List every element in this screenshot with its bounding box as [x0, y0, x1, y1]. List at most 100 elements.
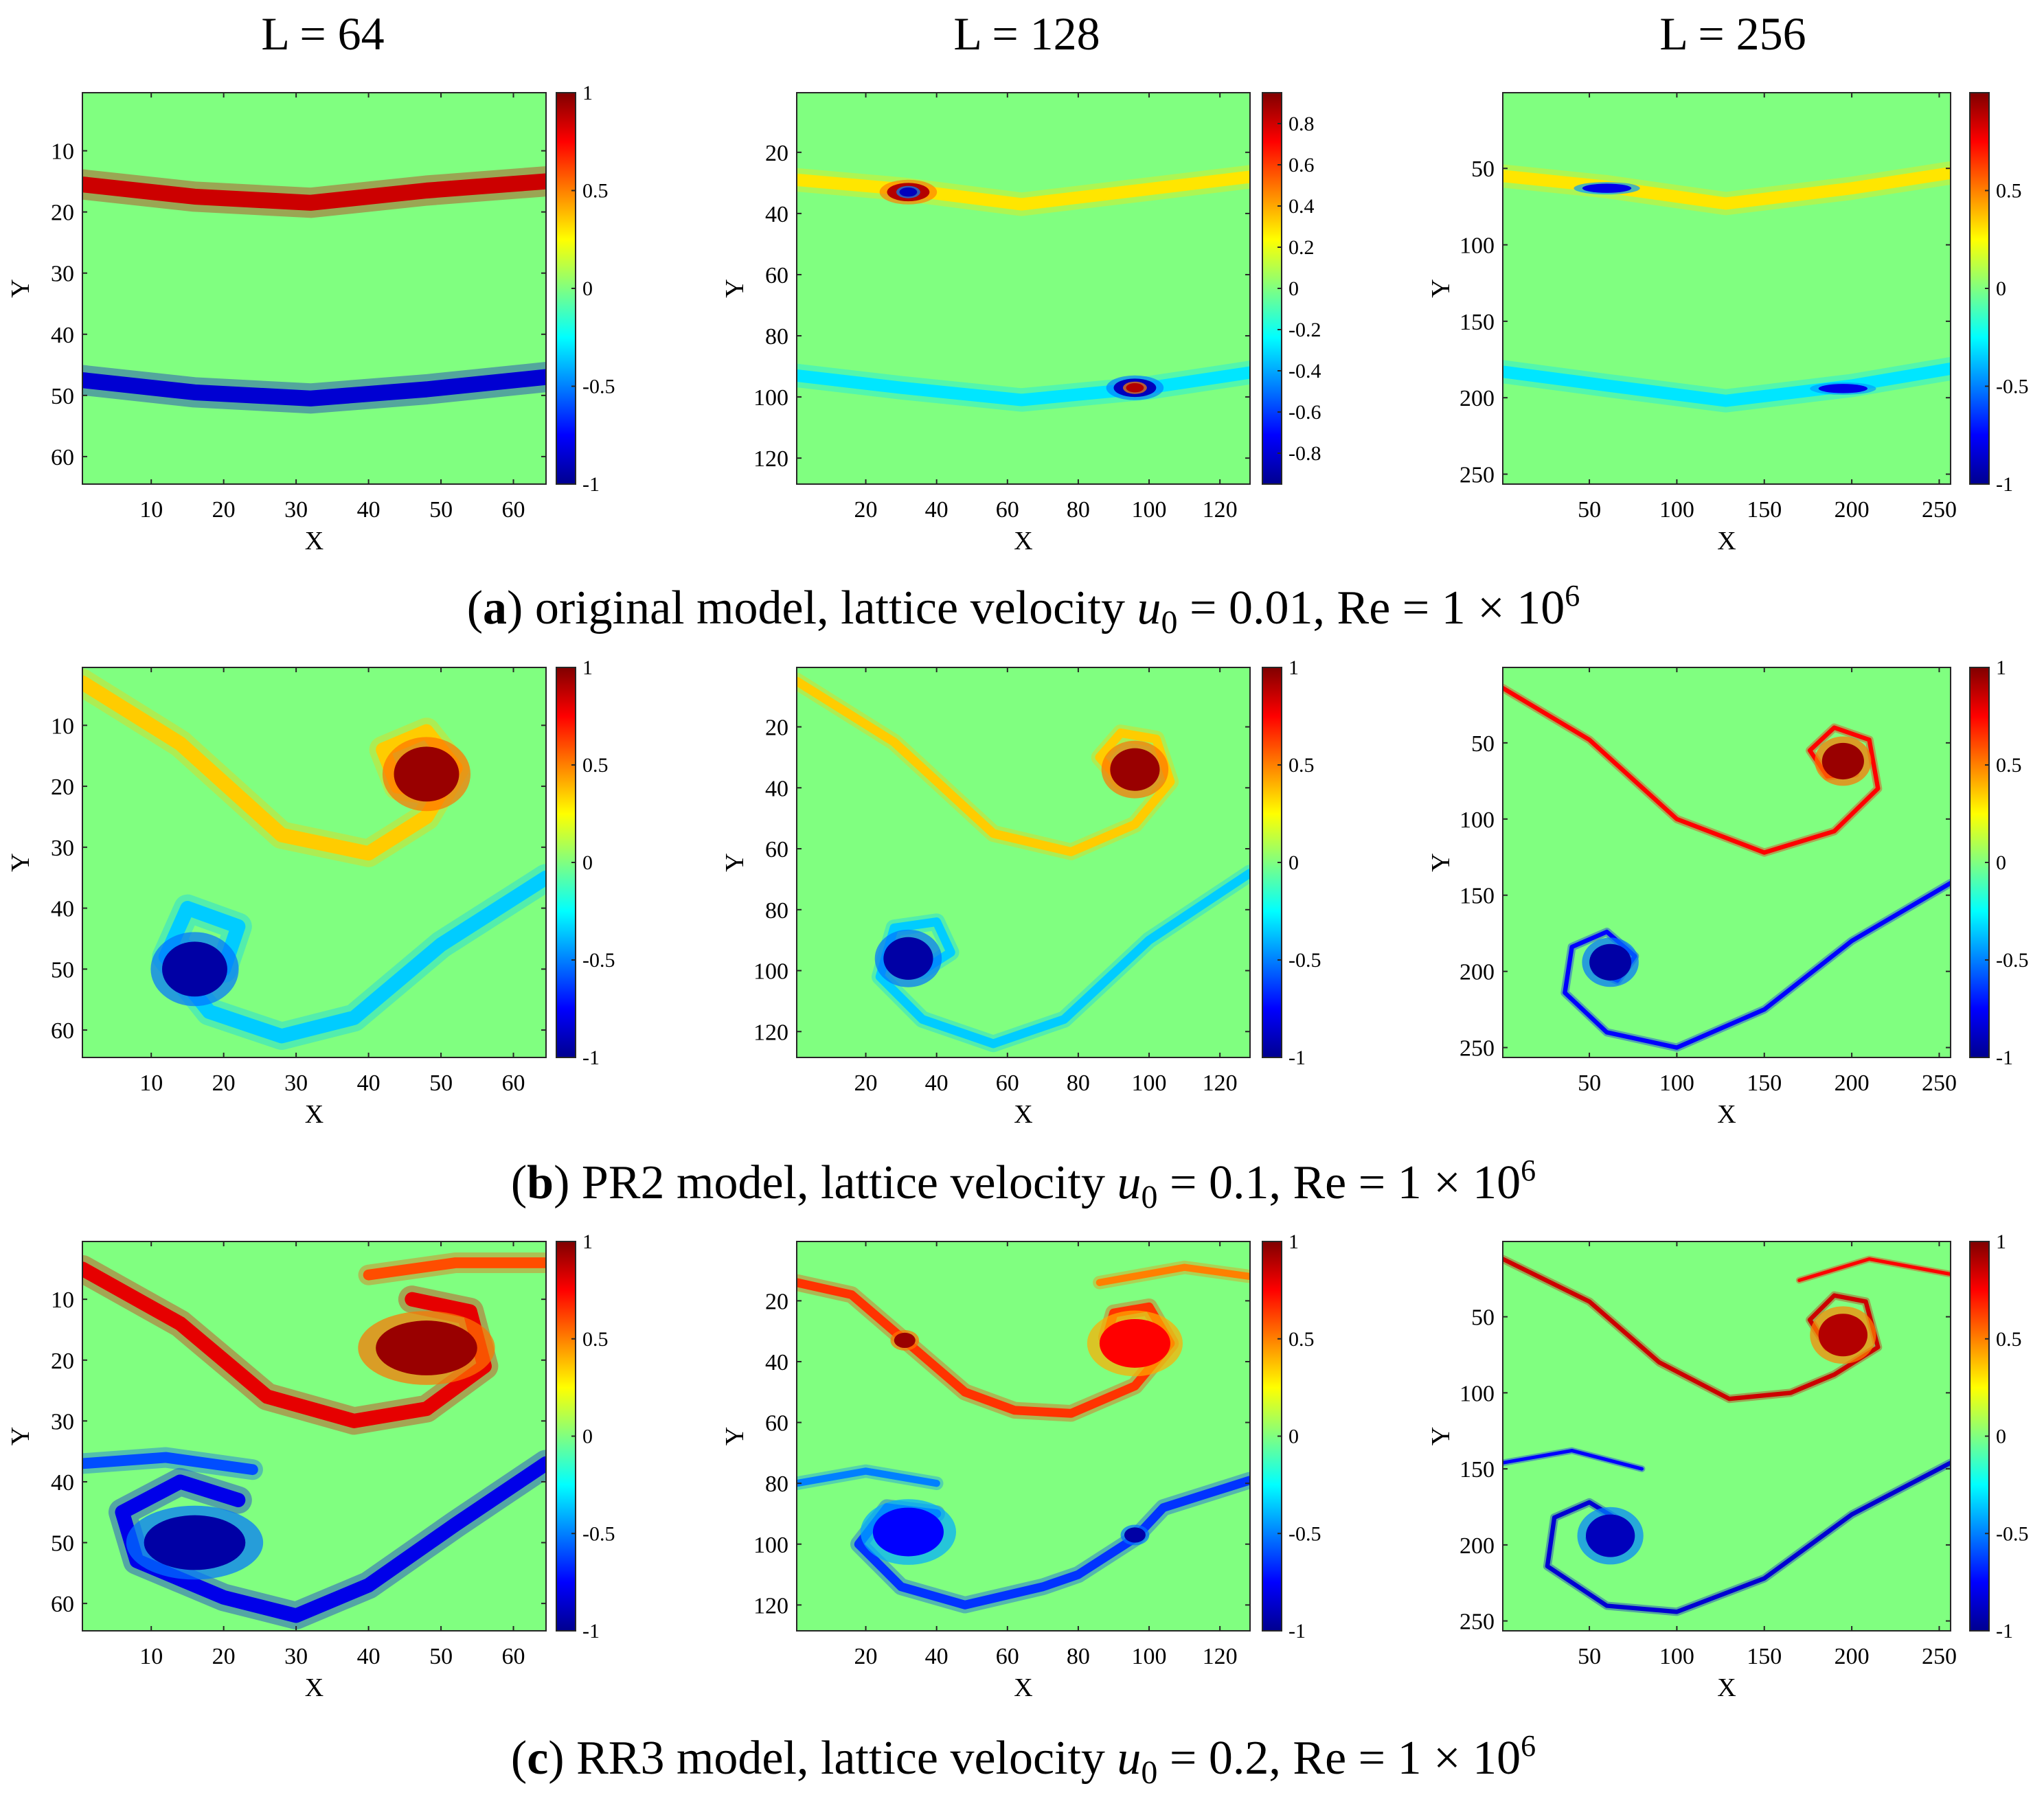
axes-frame: [796, 92, 1251, 485]
vortex-core: [883, 937, 933, 980]
y-tick-label: 10: [51, 713, 74, 739]
caption-c-symbol: u: [1117, 1732, 1141, 1785]
y-tick-label: 20: [765, 716, 788, 741]
y-tick-label: 20: [765, 1289, 788, 1314]
colorbar-tick-label: -0.5: [582, 376, 615, 398]
axes-frame: [1502, 1241, 1951, 1632]
colorbar-tick-label: 0: [1288, 1426, 1299, 1448]
colorbar-tick-label: -0.5: [1996, 1522, 2029, 1545]
shear-layer: [1095, 1263, 1250, 1286]
y-tick-label: 80: [765, 898, 788, 924]
vortex-core: [1821, 742, 1864, 780]
panel-a2: 20 40 60 80 100 120 20 40 60 80 100 120 X Y 0.8 0.6 0.4 0…: [720, 92, 1321, 556]
colorbar-tick-label: -0.5: [1288, 949, 1321, 972]
colorbar-tick-label: 1: [1996, 1231, 2006, 1253]
colorbar-tick-label: -1: [582, 1046, 600, 1069]
y-tick-label: 80: [765, 1472, 788, 1497]
x-tick-label: 100: [1132, 497, 1167, 523]
colorbar-tick-label: -1: [1288, 1046, 1306, 1069]
colorbar-tick-label: 0.8: [1288, 113, 1315, 135]
y-tick-label: 60: [765, 263, 788, 288]
colorbar-tick-label: -0.5: [1996, 949, 2029, 972]
caption-c-text: lattice velocity: [821, 1732, 1105, 1785]
caption-b-symbol: u: [1117, 1156, 1141, 1209]
colorbar-tick-label: -0.5: [1996, 376, 2029, 398]
x-tick-label: 120: [1203, 1644, 1238, 1669]
x-tick-label: 40: [357, 1644, 381, 1669]
vorticity-field: [1503, 161, 1951, 413]
vorticity-field: [797, 672, 1250, 1053]
colorbar-tick-label: 0.5: [582, 180, 609, 203]
caption-a-sub: 0: [1161, 604, 1178, 641]
colorbar-tick-label: 1: [582, 1231, 593, 1253]
colorbar-tick-label: 0.5: [1288, 1328, 1315, 1351]
caption-c: (c) RR3 model, lattice velocity u0 = 0.2…: [511, 1729, 1536, 1791]
panel-a1: 10 20 30 40 50 60 10 20 30 40 50 60 X Y 1 0.5 0 -0.5 -1: [6, 82, 615, 556]
x-tick-label: 30: [284, 1071, 308, 1096]
vorticity-field: [1503, 683, 1951, 1052]
x-tick-label: 30: [284, 1644, 308, 1669]
y-tick-label: 20: [51, 1349, 74, 1374]
caption-c-re: Re = 1 × 10: [1293, 1732, 1521, 1785]
x-tick-label: 60: [996, 1644, 1019, 1669]
y-tick-label: 100: [753, 959, 788, 985]
colorbar-tick-label: -0.8: [1288, 442, 1321, 465]
x-tick-label: 40: [357, 497, 381, 523]
column-title-l128: L = 128: [953, 8, 1100, 60]
y-tick-label: 200: [1460, 1533, 1495, 1559]
panel-background: [1503, 1241, 1951, 1631]
panel-background: [797, 93, 1250, 484]
colorbar-tick-label: -0.6: [1288, 401, 1321, 424]
colorbar-tick-label: -1: [1996, 1046, 2013, 1069]
colorbar-tick-label: -1: [582, 1620, 600, 1643]
x-tick-label: 50: [1578, 1644, 1601, 1669]
colorbar-tick-label: -0.2: [1288, 319, 1321, 341]
shear-layer: [82, 1452, 258, 1476]
y-tick-label: 250: [1460, 1610, 1495, 1635]
y-axis-label: Y: [720, 279, 749, 297]
caption-c-sub: 0: [1141, 1754, 1157, 1791]
colorbar-tick-label: 0.5: [1288, 754, 1315, 777]
x-tick-label: 150: [1747, 1644, 1782, 1669]
panel-b3: 50 100 150 200 250 50 100 150 200 250 X Y 1 0.5 0 -0.5 -…: [1427, 656, 2029, 1129]
caption-b: (b) PR2 model, lattice velocity u0 = 0.1…: [511, 1154, 1536, 1215]
y-tick-label: 50: [51, 1531, 74, 1557]
shear-layer: [363, 1257, 546, 1281]
colorbar: [556, 92, 576, 485]
vortex-core: [894, 1332, 916, 1349]
shear-layer: [82, 173, 546, 211]
caption-c-model: RR3 model: [576, 1732, 797, 1785]
y-tick-label: 20: [51, 775, 74, 800]
shear-layer: [82, 369, 546, 407]
caption-b-sub: 0: [1141, 1179, 1157, 1215]
colorbar-tick-label: 0.5: [1996, 754, 2022, 777]
y-tick-label: 40: [765, 1350, 788, 1375]
column-title-l256: L = 256: [1659, 8, 1806, 60]
y-axis-label: Y: [720, 1427, 749, 1445]
y-tick-label: 120: [753, 1593, 788, 1618]
vorticity-field: [82, 1252, 546, 1629]
x-tick-label: 60: [996, 497, 1019, 523]
y-axis-label: Y: [1427, 1427, 1455, 1445]
x-tick-label: 100: [1132, 1071, 1167, 1096]
x-tick-label: 80: [1067, 1071, 1090, 1096]
x-axis-label: X: [305, 1100, 323, 1129]
shear-layer: [797, 170, 1250, 211]
colorbar-tick-label: 1: [1288, 656, 1299, 679]
colorbar-tick-label: 1: [1996, 656, 2006, 679]
x-tick-label: 10: [139, 1071, 163, 1096]
vorticity-field: [797, 1260, 1250, 1614]
x-tick-label: 50: [429, 1071, 453, 1096]
x-tick-label: 20: [854, 1071, 878, 1096]
y-tick-label: 120: [753, 1020, 788, 1045]
y-tick-label: 250: [1460, 463, 1495, 488]
x-tick-label: 250: [1922, 1071, 1957, 1096]
colorbar-tick-label: -0.5: [1288, 1522, 1321, 1545]
caption-b-letter: b: [527, 1156, 554, 1209]
y-tick-label: 40: [51, 323, 74, 348]
colorbar-tick-label: -1: [1996, 473, 2013, 496]
axes-frame: [1502, 667, 1951, 1058]
axes-frame: [796, 1241, 1251, 1632]
x-axis-label: X: [1014, 527, 1032, 556]
